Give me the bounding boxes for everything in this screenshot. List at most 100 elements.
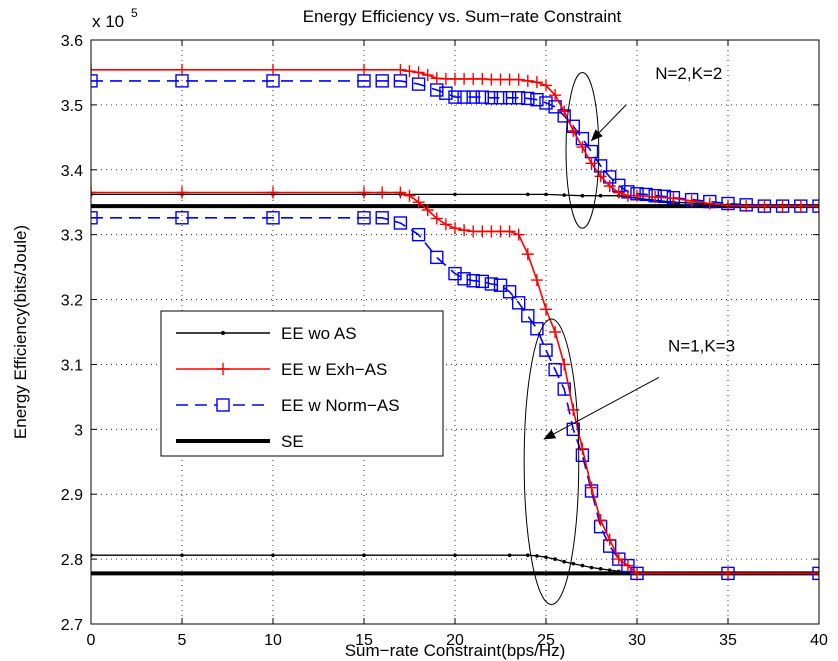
legend-label: EE w Norm−AS: [281, 396, 400, 415]
point-ee-w-exh-as: [412, 66, 425, 79]
point-ee-wo-as: [553, 557, 557, 561]
y-tick-label: 2.8: [61, 552, 83, 569]
y-tick-label: 3.1: [61, 357, 83, 374]
point-ee-w-exh-as: [621, 559, 634, 572]
point-ee-w-norm-as: [457, 272, 471, 286]
point-ee-w-exh-as: [449, 222, 461, 235]
point-ee-w-exh-as: [758, 200, 771, 213]
point-ee-w-norm-as: [548, 362, 562, 377]
point-ee-w-norm-as: [493, 91, 508, 105]
point-ee-wo-as: [544, 192, 548, 197]
point-ee-w-exh-as: [567, 124, 580, 137]
point-ee-w-norm-as: [475, 274, 489, 289]
point-ee-w-norm-as: [484, 277, 499, 291]
legend-label: EE wo AS: [281, 324, 357, 343]
point-ee-w-norm-as: [639, 187, 653, 202]
point-ee-w-norm-as: [530, 322, 544, 336]
point-ee-w-exh-as: [458, 224, 471, 237]
y-tick-label: 3: [74, 422, 83, 439]
point-ee-w-exh-as: [549, 89, 562, 102]
point-ee-w-exh-as: [521, 248, 534, 261]
point-ee-w-exh-as: [776, 200, 789, 213]
x-tick-label: 20: [446, 632, 464, 649]
point-ee-w-exh-as: [631, 189, 643, 202]
x-tick-label: 35: [719, 632, 737, 649]
annotation-arrow: [590, 104, 627, 142]
point-ee-wo-as: [535, 554, 539, 558]
point-ee-wo-as: [580, 563, 585, 568]
point-ee-w-norm-as: [466, 274, 480, 288]
point-ee-w-exh-as: [358, 63, 370, 76]
point-ee-w-exh-as: [540, 79, 552, 92]
point-ee-w-exh-as: [394, 63, 407, 76]
point-ee-w-norm-as: [539, 96, 553, 110]
legend-label: SE: [281, 432, 304, 451]
point-ee-wo-as: [607, 568, 612, 572]
ticks: 0 5 10 15 20 25 30 35 40 2.7 2.8 2.9 3 3.1 3.2 3.3 3.4 3.…: [61, 33, 828, 649]
point-ee-wo-as: [589, 565, 594, 570]
point-ee-w-exh-as: [394, 186, 407, 199]
point-ee-w-exh-as: [603, 180, 616, 192]
point-ee-w-norm-as: [512, 91, 526, 105]
point-ee-w-exh-as: [91, 186, 97, 199]
point-ee-wo-as: [453, 553, 457, 558]
point-ee-w-exh-as: [603, 533, 616, 546]
x-tick-label: 30: [628, 632, 646, 649]
point-ee-w-exh-as: [403, 65, 416, 78]
series-layer: [91, 63, 819, 581]
point-ee-w-exh-as: [740, 200, 753, 213]
point-ee-w-exh-as: [421, 69, 434, 82]
x-tick-label: 25: [537, 632, 555, 649]
legend-box: [160, 310, 444, 457]
point-ee-w-exh-as: [358, 186, 370, 199]
point-ee-w-exh-as: [439, 218, 452, 231]
point-ee-wo-as: [598, 193, 603, 198]
point-ee-w-exh-as: [503, 225, 516, 238]
point-ee-w-exh-as: [594, 170, 607, 183]
point-ee-wo-as: [453, 192, 457, 197]
series-group-2: [91, 186, 819, 581]
legend-entry: EE wo AS: [176, 324, 357, 343]
point-ee-w-norm-as: [457, 90, 471, 104]
y-multiplier-base: x 10: [92, 12, 124, 31]
point-ee-w-exh-as: [421, 204, 434, 217]
point-ee-w-exh-as: [512, 228, 525, 241]
point-ee-w-exh-as: [176, 63, 188, 76]
point-ee-w-exh-as: [530, 274, 543, 287]
point-ee-w-exh-as: [703, 197, 716, 210]
point-ee-w-norm-as: [91, 211, 98, 225]
point-ee-w-exh-as: [267, 186, 279, 199]
legend-marker: [216, 398, 230, 412]
point-ee-wo-as: [362, 553, 366, 558]
point-ee-w-norm-as: [512, 296, 526, 310]
annotation-ellipse: [565, 71, 600, 229]
point-ee-w-norm-as: [539, 343, 553, 357]
x-tick-label: 0: [87, 632, 96, 649]
point-ee-w-norm-as: [484, 91, 499, 105]
series-line-ee-w-norm-as: [91, 217, 819, 575]
legend-entry: EE w Exh−AS: [176, 360, 387, 379]
point-ee-w-exh-as: [612, 186, 625, 199]
point-ee-w-exh-as: [685, 194, 698, 207]
point-ee-w-exh-as: [521, 74, 534, 87]
point-ee-w-norm-as: [557, 382, 571, 396]
point-ee-w-norm-as: [375, 74, 389, 88]
point-ee-wo-as: [571, 561, 576, 566]
series-group-1: [91, 63, 819, 213]
point-ee-w-norm-as: [530, 92, 544, 107]
point-ee-w-norm-as: [439, 86, 453, 100]
point-ee-w-exh-as: [813, 200, 819, 213]
y-tick-label: 3.6: [61, 33, 83, 50]
point-ee-w-exh-as: [594, 514, 607, 527]
legend-entry: EE w Norm−AS: [176, 396, 400, 415]
x-tick-label: 5: [178, 632, 187, 649]
point-ee-w-norm-as: [266, 211, 280, 225]
point-ee-wo-as: [562, 193, 566, 197]
point-ee-w-norm-as: [466, 90, 480, 104]
point-ee-w-exh-as: [267, 63, 279, 76]
point-ee-w-norm-as: [393, 216, 408, 230]
point-ee-w-exh-as: [558, 358, 571, 371]
point-ee-wo-as: [507, 553, 512, 558]
point-ee-wo-as: [180, 553, 184, 558]
point-ee-w-norm-as: [475, 90, 489, 104]
